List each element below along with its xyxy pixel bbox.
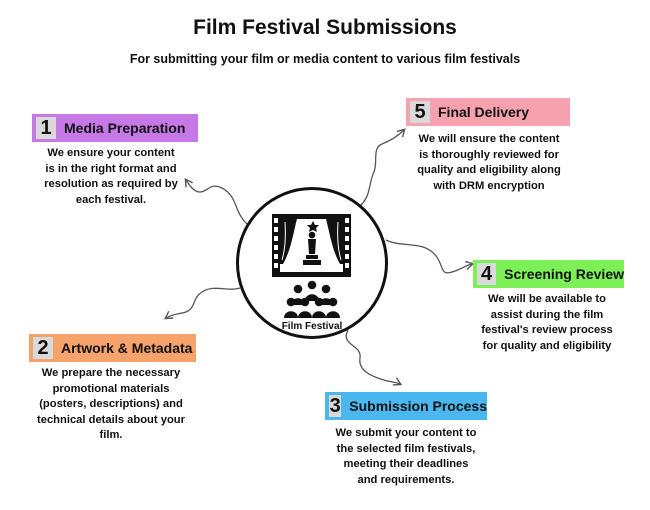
step-label: Screening Review: [504, 266, 624, 282]
film-festival-hub: Film Festival: [236, 187, 388, 339]
arrow-to-step-1: [184, 177, 253, 229]
step-label: Media Preparation: [64, 120, 186, 136]
step-number: 5: [410, 101, 430, 123]
page-subtitle: For submitting your film or media conten…: [129, 52, 521, 66]
arrow-to-step-3: [345, 329, 403, 386]
step-label: Submission Process: [349, 398, 487, 414]
step-label: Artwork & Metadata: [61, 340, 193, 356]
film-award-audience-icon: [272, 214, 351, 318]
step-4-description: We will be available to assist during the…: [481, 293, 613, 352]
arrow-to-step-5: [357, 128, 406, 209]
step-number: 4: [477, 263, 497, 285]
step-3-header: 3 Submission Process: [325, 392, 487, 420]
step-number: 3: [329, 395, 342, 417]
hub-label: Film Festival: [281, 321, 343, 332]
arrow-to-step-2: [163, 287, 241, 320]
page-title: Film Festival Submissions: [193, 16, 457, 39]
step-3-description: We submit your content to the selected fi…: [335, 427, 477, 486]
arrow-to-step-4: [385, 239, 475, 274]
step-5-header: 5 Final Delivery: [406, 98, 570, 126]
step-5-description: We will ensure the content is thoroughly …: [417, 133, 561, 192]
step-label: Final Delivery: [438, 104, 530, 120]
step-2-description: We prepare the necessary promotional mate…: [37, 367, 185, 441]
step-4-header: 4 Screening Review: [473, 260, 624, 288]
step-number: 2: [33, 337, 53, 359]
step-1-description: We ensure your content is in the right fo…: [44, 147, 178, 206]
step-1-header: 1 Media Preparation: [32, 114, 198, 142]
step-number: 1: [36, 117, 56, 139]
step-2-header: 2 Artwork & Metadata: [29, 334, 196, 362]
